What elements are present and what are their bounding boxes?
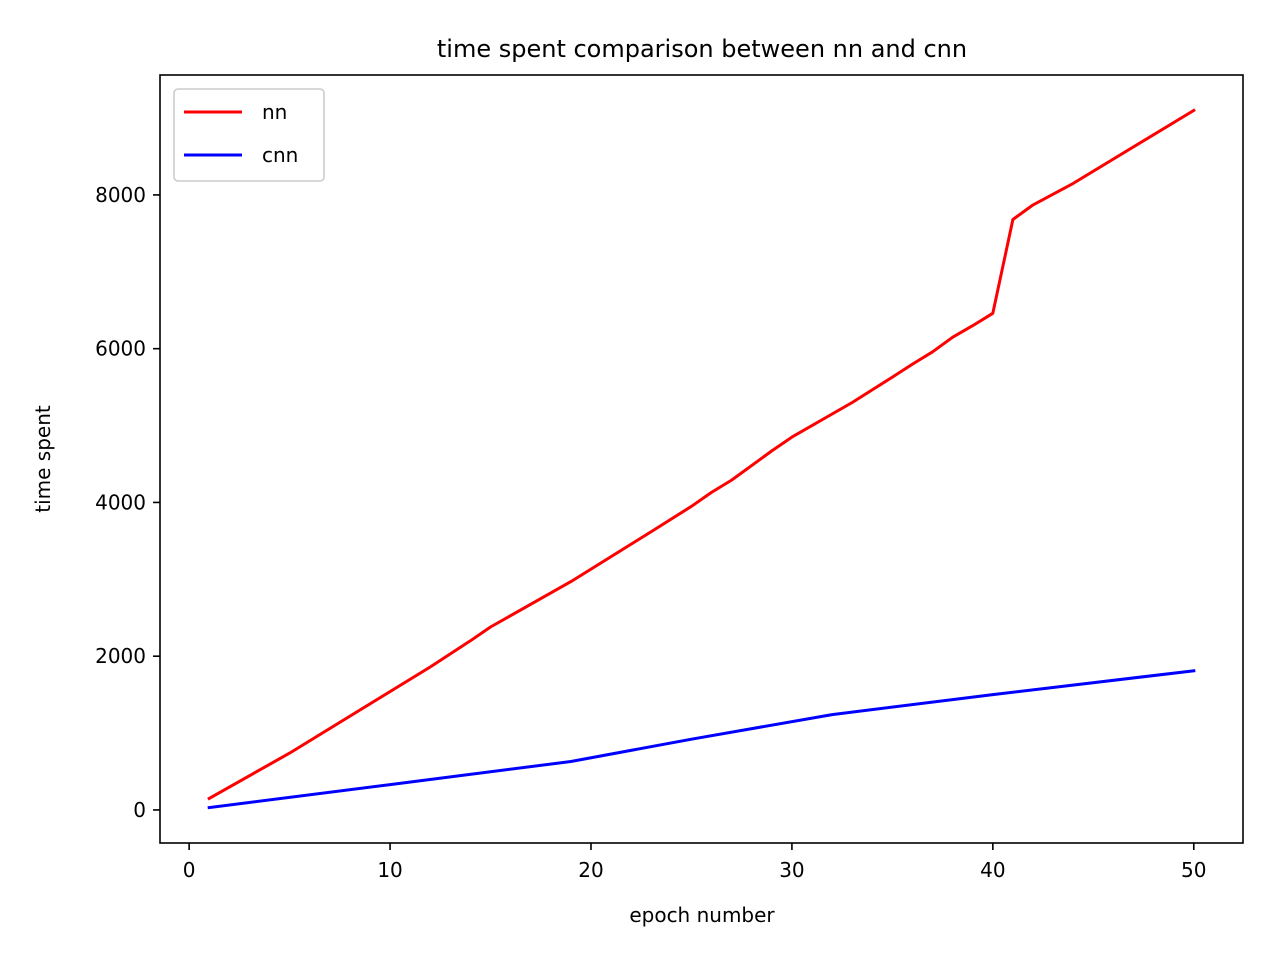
y-axis-label: time spent (31, 405, 55, 513)
chart-title: time spent comparison between nn and cnn (437, 35, 967, 63)
plot-frame (159, 74, 1244, 844)
y-axis-ticks: 0 2000 4000 6000 8000 (95, 183, 160, 822)
y-tick-label: 6000 (95, 337, 146, 361)
x-tick-label: 30 (779, 858, 804, 882)
legend-label-cnn: cnn (262, 143, 298, 167)
series-layer (207, 108, 1196, 810)
x-axis-ticks: 0 10 20 30 40 50 (183, 843, 1206, 882)
y-tick-label: 4000 (95, 490, 146, 514)
series-line-nn (207, 108, 1196, 801)
legend-label-nn: nn (262, 100, 287, 124)
x-tick-label: 20 (578, 858, 603, 882)
x-axis-label: epoch number (629, 903, 775, 927)
series-line-cnn (207, 669, 1196, 810)
y-tick-label: 0 (133, 798, 146, 822)
y-tick-label: 2000 (95, 644, 146, 668)
x-tick-label: 10 (377, 858, 402, 882)
legend-box (173, 88, 325, 182)
legend: nn cnn (173, 88, 325, 182)
x-tick-label: 50 (1181, 858, 1206, 882)
x-tick-label: 40 (980, 858, 1005, 882)
y-tick-label: 8000 (95, 183, 146, 207)
x-tick-label: 0 (183, 858, 196, 882)
